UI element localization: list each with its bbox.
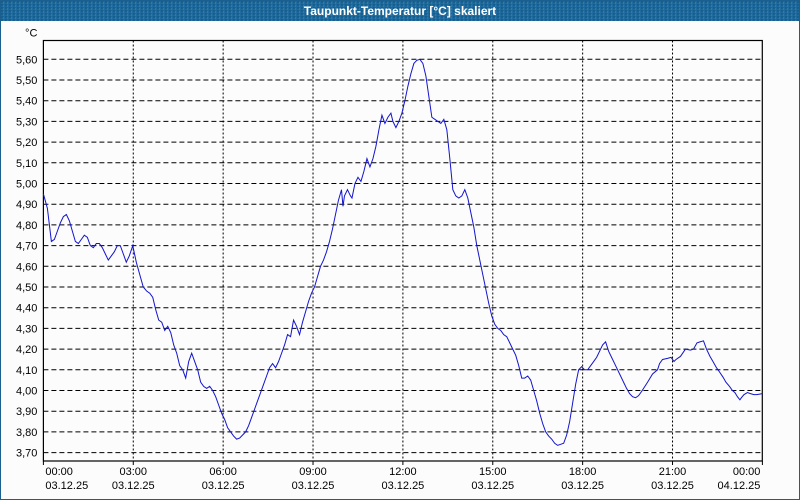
svg-text:03.12.25: 03.12.25 [651, 480, 694, 492]
svg-text:4,40: 4,40 [16, 303, 37, 315]
svg-text:03.12.25: 03.12.25 [45, 480, 88, 492]
svg-text:12:00: 12:00 [389, 466, 417, 478]
svg-text:5,30: 5,30 [16, 116, 37, 128]
svg-text:03:00: 03:00 [120, 466, 148, 478]
svg-text:3,70: 3,70 [16, 448, 37, 460]
svg-text:3,90: 3,90 [16, 406, 37, 418]
svg-text:15:00: 15:00 [479, 466, 507, 478]
svg-text:03.12.25: 03.12.25 [112, 480, 155, 492]
svg-text:4,30: 4,30 [16, 323, 37, 335]
svg-text:4,70: 4,70 [16, 241, 37, 253]
svg-text:5,10: 5,10 [16, 158, 37, 170]
svg-text:4,20: 4,20 [16, 344, 37, 356]
svg-text:18:00: 18:00 [569, 466, 597, 478]
svg-text:06:00: 06:00 [209, 466, 237, 478]
svg-text:03.12.25: 03.12.25 [292, 480, 335, 492]
svg-text:°C: °C [25, 28, 37, 40]
svg-text:5,50: 5,50 [16, 75, 37, 87]
svg-text:4,60: 4,60 [16, 261, 37, 273]
svg-text:4,80: 4,80 [16, 220, 37, 232]
svg-text:00:00: 00:00 [45, 466, 73, 478]
svg-text:04.12.25: 04.12.25 [718, 480, 761, 492]
svg-text:03.12.25: 03.12.25 [561, 480, 604, 492]
svg-text:21:00: 21:00 [659, 466, 687, 478]
svg-text:03.12.25: 03.12.25 [381, 480, 424, 492]
svg-text:4,90: 4,90 [16, 199, 37, 211]
svg-text:5,00: 5,00 [16, 179, 37, 191]
svg-text:4,50: 4,50 [16, 282, 37, 294]
svg-text:00:00: 00:00 [733, 466, 761, 478]
svg-text:4,10: 4,10 [16, 365, 37, 377]
svg-text:5,40: 5,40 [16, 96, 37, 108]
svg-text:5,20: 5,20 [16, 137, 37, 149]
svg-text:09:00: 09:00 [299, 466, 327, 478]
svg-text:03.12.25: 03.12.25 [202, 480, 245, 492]
svg-text:03.12.25: 03.12.25 [471, 480, 514, 492]
svg-text:5,60: 5,60 [16, 54, 37, 66]
svg-text:4,00: 4,00 [16, 386, 37, 398]
svg-text:3,80: 3,80 [16, 427, 37, 439]
